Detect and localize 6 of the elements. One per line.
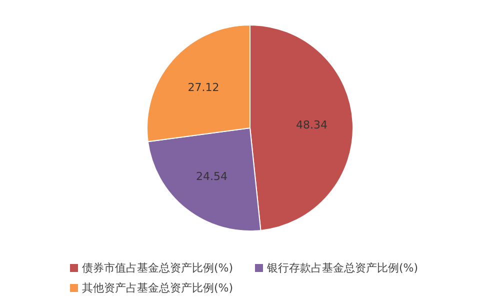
legend-label: 其他资产占基金总资产比例(%): [82, 282, 234, 294]
data-label: 27.12: [188, 80, 220, 94]
data-label: 24.54: [196, 170, 228, 184]
legend-label: 债券市值占基金总资产比例(%): [82, 262, 234, 274]
legend-label: 银行存款占基金总资产比例(%): [266, 262, 418, 274]
data-label: 48.34: [296, 118, 328, 132]
